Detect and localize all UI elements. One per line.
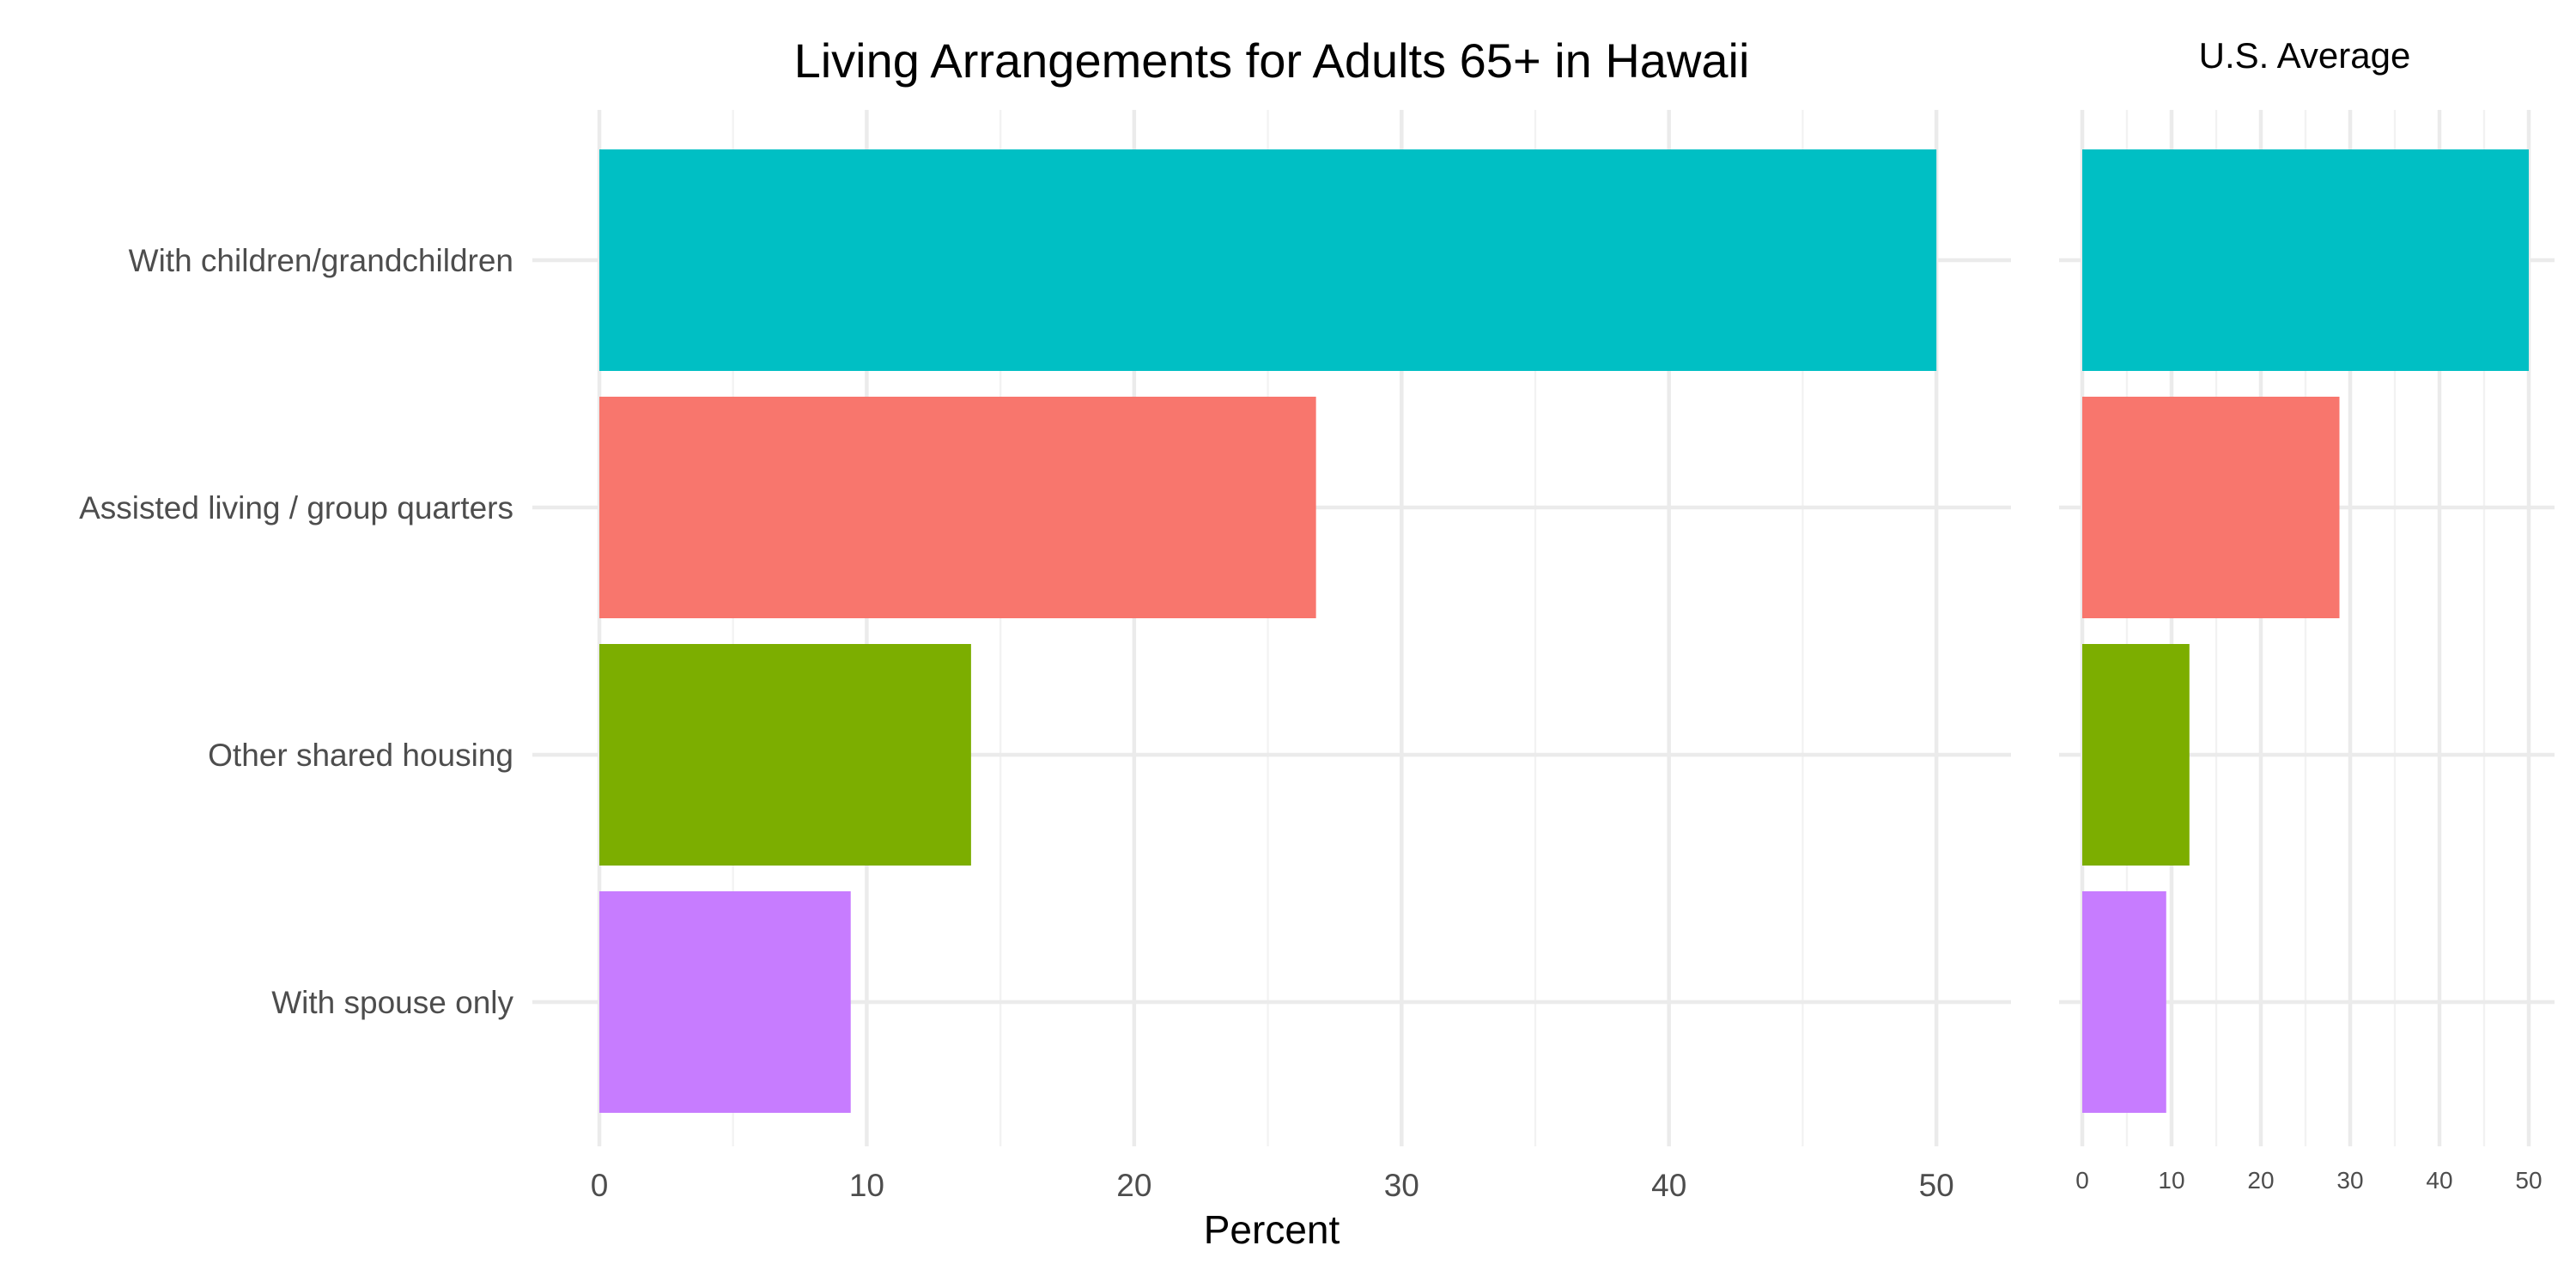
side-bar-with-children-grandchildren xyxy=(2082,149,2529,371)
category-label-with-spouse-only: With spouse only xyxy=(271,985,513,1020)
side-bar-other-shared-housing xyxy=(2082,644,2190,866)
category-label-other-shared-housing: Other shared housing xyxy=(208,738,513,773)
us-bars xyxy=(2082,149,2529,1113)
side-bar-assisted-living-group-quarters xyxy=(2082,397,2340,618)
us-average-panel: 0 10 20 30 40 50 U.S. Average xyxy=(2059,35,2555,1194)
main-bar-with-children-grandchildren xyxy=(599,149,1937,371)
hawaii-x-tick-labels: 0 10 20 30 40 50 xyxy=(591,1168,1954,1203)
main-x-tick-label: 20 xyxy=(1116,1168,1151,1203)
main-x-tick-label: 40 xyxy=(1651,1168,1686,1203)
category-label-assisted-living-group-quarters: Assisted living / group quarters xyxy=(79,490,513,526)
hawaii-panel: With children/grandchildren Assisted livi… xyxy=(79,33,2011,1252)
hawaii-bars xyxy=(599,149,1937,1113)
main-x-tick-label: 10 xyxy=(849,1168,884,1203)
x-axis-title: Percent xyxy=(1204,1207,1340,1252)
category-labels: With children/grandchildren Assisted livi… xyxy=(79,243,513,1020)
side-bar-with-spouse-only xyxy=(2082,891,2166,1113)
main-bar-with-spouse-only xyxy=(599,891,851,1113)
category-label-with-children-grandchildren: With children/grandchildren xyxy=(129,243,513,278)
side-x-tick-label: 0 xyxy=(2075,1167,2089,1194)
side-x-tick-label: 50 xyxy=(2515,1167,2542,1194)
chart-title: Living Arrangements for Adults 65+ in Ha… xyxy=(794,33,1750,88)
main-bar-other-shared-housing xyxy=(599,644,971,866)
side-x-tick-label: 20 xyxy=(2247,1167,2274,1194)
us-panel-title: U.S. Average xyxy=(2199,35,2411,76)
side-x-tick-label: 40 xyxy=(2426,1167,2452,1194)
side-x-tick-label: 30 xyxy=(2336,1167,2363,1194)
main-bar-assisted-living-group-quarters xyxy=(599,397,1316,618)
side-x-tick-label: 10 xyxy=(2158,1167,2184,1194)
main-x-tick-label: 0 xyxy=(591,1168,609,1203)
us-x-tick-labels: 0 10 20 30 40 50 xyxy=(2075,1167,2542,1194)
main-x-tick-label: 30 xyxy=(1384,1168,1419,1203)
main-x-tick-label: 50 xyxy=(1919,1168,1954,1203)
